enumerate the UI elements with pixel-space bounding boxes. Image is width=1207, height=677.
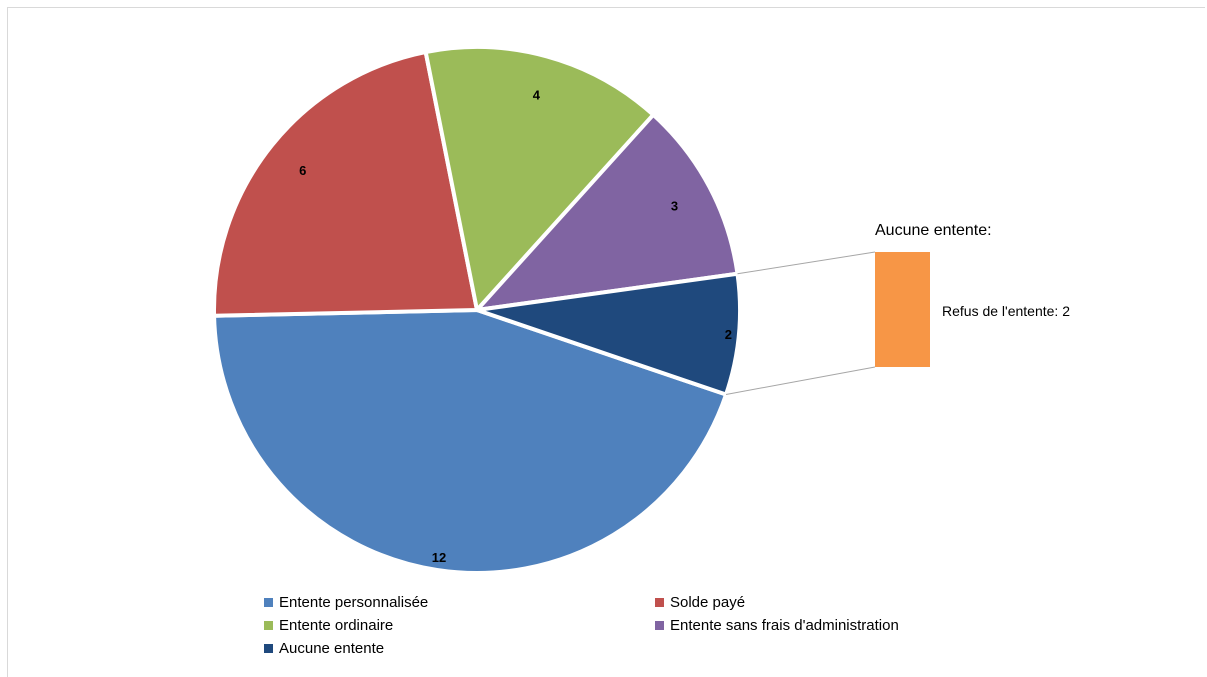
legend-label: Aucune entente	[279, 640, 385, 657]
legend-item: Entente sans frais d'administration	[655, 617, 899, 634]
pie-slice	[212, 50, 479, 318]
breakout-bar-label: Refus de l'entente: 2	[942, 303, 1070, 319]
legend-label: Entente sans frais d'administration	[670, 617, 899, 634]
data-label: 2	[725, 327, 732, 342]
chart-frame	[7, 7, 1205, 677]
data-label: 6	[299, 163, 306, 178]
legend-item: Aucune entente	[264, 640, 384, 657]
breakout-bar: Aucune entente: Refus de l'entente: 2	[875, 222, 1070, 367]
legend-item: Solde payé	[655, 594, 745, 611]
pie-slice	[423, 44, 656, 312]
connector-line	[725, 366, 876, 395]
legend-label: Entente personnalisée	[279, 594, 429, 611]
breakout-bar-segment	[875, 252, 930, 367]
pie-slice	[475, 271, 742, 397]
legend-swatch	[655, 621, 664, 630]
legend-label: Solde payé	[670, 594, 746, 611]
pie-slice	[212, 308, 729, 575]
pie-slice	[475, 112, 740, 312]
breakout-title: Aucune entente:	[875, 222, 992, 239]
breakout-connectors	[725, 251, 876, 395]
legend-item: Entente personnalisée	[264, 594, 428, 611]
data-labels: 12 6 4 3 2	[299, 88, 732, 565]
legend-label: Entente ordinaire	[279, 617, 394, 634]
data-label: 3	[671, 198, 678, 213]
legend-item: Entente ordinaire	[264, 617, 393, 634]
connector-line	[737, 251, 876, 275]
data-label: 12	[432, 550, 446, 565]
legend-swatch	[264, 598, 273, 607]
legend-swatch	[264, 621, 273, 630]
legend-swatch	[655, 598, 664, 607]
data-label: 4	[533, 88, 541, 103]
pie-slices	[212, 44, 742, 575]
legend-swatch	[264, 644, 273, 653]
